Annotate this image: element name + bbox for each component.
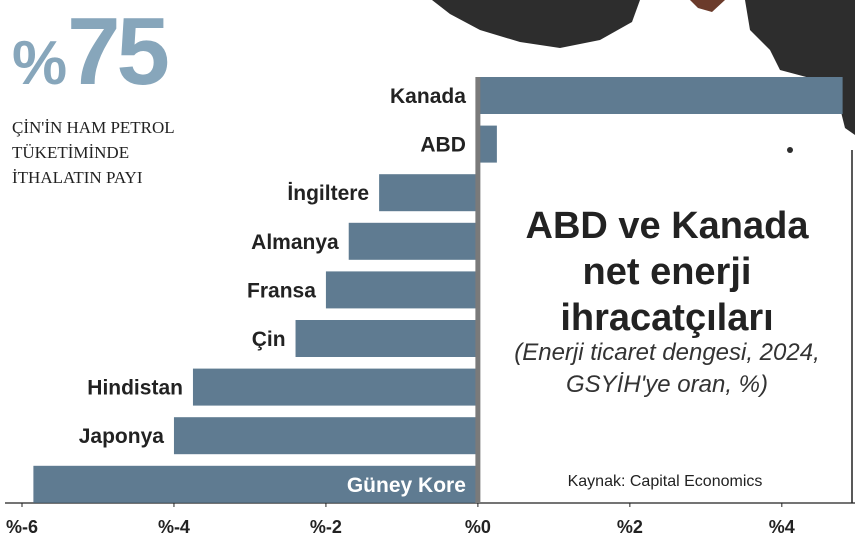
callout-line: İTHALATIN PAYI [12, 168, 143, 187]
category-label: Fransa [247, 279, 316, 302]
category-label: Çin [252, 328, 286, 351]
bar [33, 465, 478, 503]
category-label: Kanada [390, 85, 466, 108]
callout-line: ÇİN'İN HAM PETROL [12, 118, 175, 137]
chart-subtitle: (Enerji ticaret dengesi, 2024, GSYİH'ye … [514, 339, 820, 398]
x-tick-label: %0 [465, 517, 491, 537]
category-label: İngiltere [287, 182, 369, 205]
callout-text: ÇİN'İN HAM PETROL TÜKETİMİNDE İTHALATIN … [12, 115, 175, 190]
category-label: Güney Kore [347, 474, 466, 497]
bar [325, 271, 478, 309]
category-label: ABD [420, 134, 466, 157]
callout-line: TÜKETİMİNDE [12, 143, 130, 162]
x-tick-label: %-4 [158, 517, 190, 537]
category-label: Hindistan [87, 377, 183, 400]
bar [379, 174, 478, 212]
bar [348, 222, 478, 260]
bar [295, 320, 478, 357]
category-label: Almanya [251, 231, 339, 254]
bar [477, 77, 843, 114]
map-silhouette [432, 0, 855, 153]
source: Kaynak: Capital Economics [567, 473, 763, 490]
category-label: Japonya [79, 425, 165, 448]
callout-value: 75 [67, 0, 170, 105]
x-tick-label: %-2 [310, 517, 342, 537]
bar [192, 368, 478, 406]
callout-prefix: % [12, 29, 68, 98]
x-tick-label: %4 [769, 517, 795, 537]
x-tick-label: %-6 [6, 517, 38, 537]
bar [173, 417, 478, 455]
x-tick-label: %2 [617, 517, 643, 537]
chart-title: ABD ve Kanada net enerji ihracatçıları [525, 205, 809, 339]
callout-number: %75 [12, 0, 170, 130]
bar [477, 125, 497, 163]
